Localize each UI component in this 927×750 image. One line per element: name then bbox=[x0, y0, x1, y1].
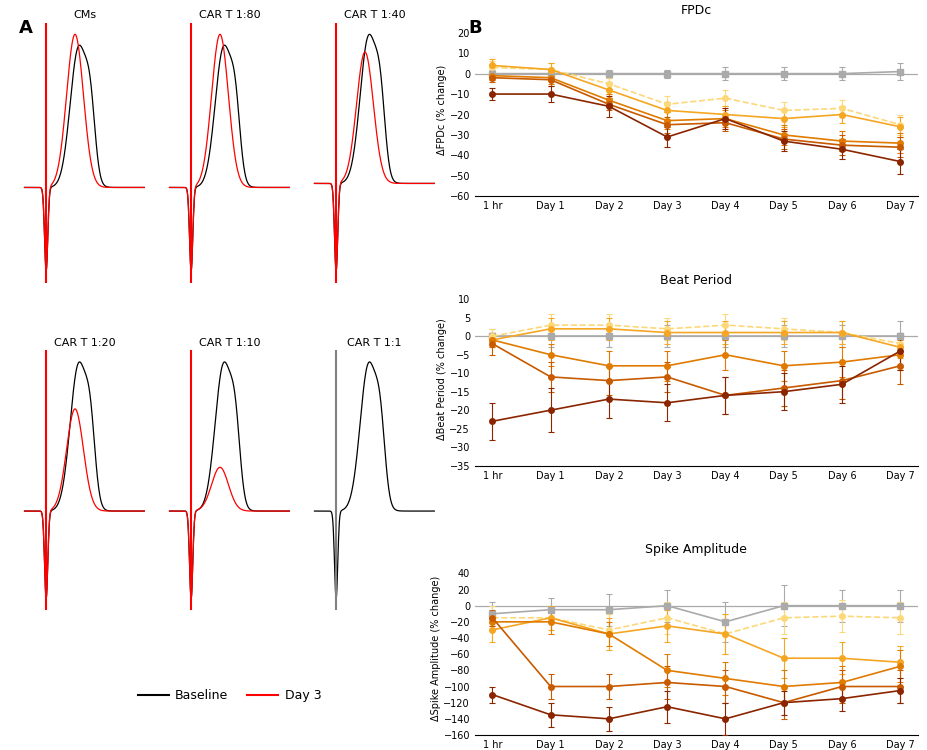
Y-axis label: ΔFPDc (% change): ΔFPDc (% change) bbox=[437, 64, 447, 154]
Title: Spike Amplitude: Spike Amplitude bbox=[645, 543, 747, 556]
Title: Beat Period: Beat Period bbox=[660, 274, 732, 286]
Y-axis label: ΔSpike Amplitude (% change): ΔSpike Amplitude (% change) bbox=[431, 575, 440, 721]
Title: CMs: CMs bbox=[73, 10, 96, 20]
Legend: Baseline, Day 3: Baseline, Day 3 bbox=[133, 684, 326, 707]
Title: CAR T 1:80: CAR T 1:80 bbox=[198, 10, 260, 20]
Y-axis label: ΔBeat Period (% change): ΔBeat Period (% change) bbox=[437, 318, 447, 440]
Title: CAR T 1:10: CAR T 1:10 bbox=[198, 338, 260, 348]
Title: FPDc: FPDc bbox=[680, 4, 712, 17]
Text: A: A bbox=[19, 19, 32, 37]
Title: CAR T 1:40: CAR T 1:40 bbox=[344, 10, 405, 20]
Title: CAR T 1:20: CAR T 1:20 bbox=[54, 338, 115, 348]
Title: CAR T 1:1: CAR T 1:1 bbox=[347, 338, 401, 348]
Text: B: B bbox=[468, 19, 482, 37]
